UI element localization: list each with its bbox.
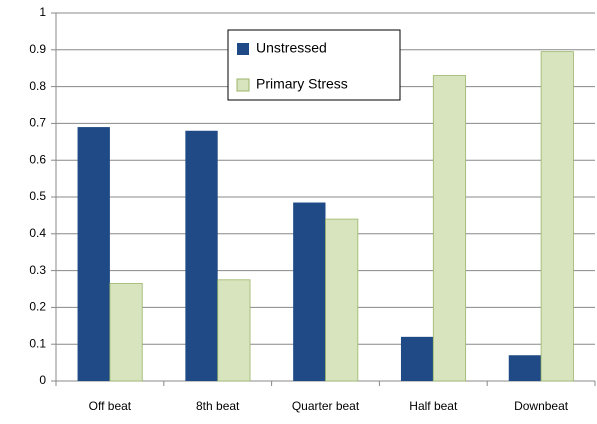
y-tick-label: 0.1 [29, 336, 46, 350]
y-tick-label: 0.4 [29, 226, 46, 240]
bar [293, 202, 326, 381]
bar [400, 336, 434, 381]
bar [508, 355, 542, 381]
bar [77, 127, 110, 381]
bar [217, 279, 251, 382]
y-tick-label: 0.3 [29, 263, 46, 277]
y-tick-label: 0 [39, 373, 46, 387]
y-tick-label: 0.6 [29, 152, 46, 166]
y-tick-label: 0.5 [29, 189, 46, 203]
y-tick-label: 0.8 [29, 79, 46, 93]
legend-label: Unstressed [256, 40, 327, 56]
x-tick-label: Half beat [409, 399, 458, 413]
bar [185, 130, 218, 381]
y-tick-label: 0.2 [29, 300, 46, 314]
x-tick-label: 8th beat [196, 399, 240, 413]
legend-label: Primary Stress [256, 76, 348, 92]
y-tick-label: 0.7 [29, 116, 46, 130]
bar [325, 218, 359, 382]
x-tick-label: Downbeat [514, 399, 569, 413]
y-tick-label: 1 [39, 5, 46, 19]
y-tick-label: 0.9 [29, 42, 46, 56]
bar [432, 75, 467, 382]
legend-swatch [236, 78, 250, 92]
x-tick-label: Quarter beat [292, 399, 360, 413]
bar [540, 51, 574, 382]
legend-swatch [237, 43, 249, 55]
x-tick-label: Off beat [89, 399, 132, 413]
bar [109, 283, 143, 382]
legend-box [227, 29, 401, 101]
